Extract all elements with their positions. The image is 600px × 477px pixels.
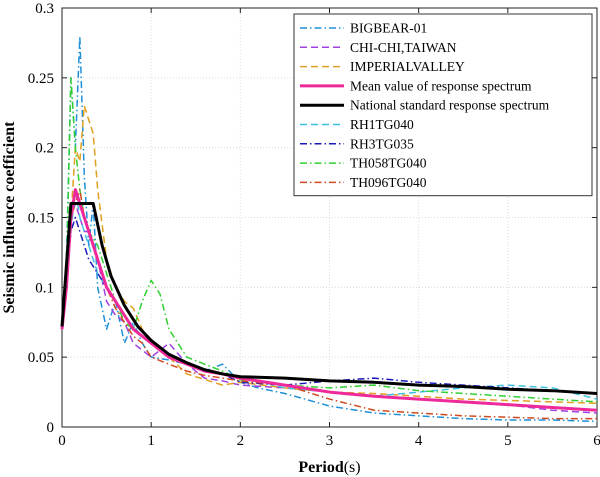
y-tick-label-5: 0.25	[28, 71, 54, 87]
x-tick-label-2: 2	[237, 433, 245, 449]
y-tick-label-3: 0.15	[28, 211, 54, 227]
y-tick-label-2: 0.1	[35, 280, 54, 296]
legend: BIGBEAR-01 CHI-CHI,TAIWAN IMPERIALVALLEY Me…	[293, 13, 593, 197]
series-line-3	[60, 188, 598, 412]
series-line-4	[60, 202, 598, 395]
y-tick-label-1: 0.05	[28, 350, 54, 366]
x-tick-label-5: 5	[504, 433, 512, 449]
series-layer	[60, 35, 598, 423]
x-axis-title: Period(s)	[298, 459, 360, 476]
legend-label-5: RH1TG040	[350, 117, 414, 132]
legend-label-0: BIGBEAR-01	[350, 21, 427, 36]
y-tick-label-0: 0	[47, 420, 55, 436]
x-tick-label-6: 6	[593, 433, 600, 449]
y-tick-label-4: 0.2	[35, 141, 54, 157]
legend-label-3: Mean value of response spectrum	[350, 78, 532, 93]
y-axis-title: Seismic influence coefficient	[1, 121, 18, 314]
series-line-1	[61, 202, 598, 414]
series-line-0	[61, 35, 598, 423]
legend-label-1: CHI-CHI,TAIWAN	[350, 40, 457, 55]
x-tick-label-0: 0	[58, 433, 66, 449]
legend-label-2: IMPERIALVALLEY	[350, 59, 465, 74]
y-tick-label-6: 0.3	[35, 1, 54, 17]
legend-label-7: TH058TG040	[350, 156, 427, 171]
series-line-8	[61, 188, 597, 420]
legend-label-4: National standard response spectrum	[350, 98, 550, 113]
x-tick-label-3: 3	[326, 433, 334, 449]
legend-label-8: TH096TG040	[350, 175, 427, 190]
x-axis-title-unit: (s)	[344, 459, 361, 476]
x-tick-label-4: 4	[415, 433, 423, 449]
x-tick-label-1: 1	[147, 433, 155, 449]
y-axis-title-group: Seismic influence coefficient	[1, 121, 18, 314]
x-axis-title-label: Period	[298, 459, 343, 476]
axis-ticks: 0 1 2 3 4 5 6 0 0.05 0.1 0.15 0.2 0.25 0.3	[28, 1, 600, 449]
legend-label-6: RH3TG035	[350, 136, 414, 151]
series-line-5	[61, 188, 598, 400]
